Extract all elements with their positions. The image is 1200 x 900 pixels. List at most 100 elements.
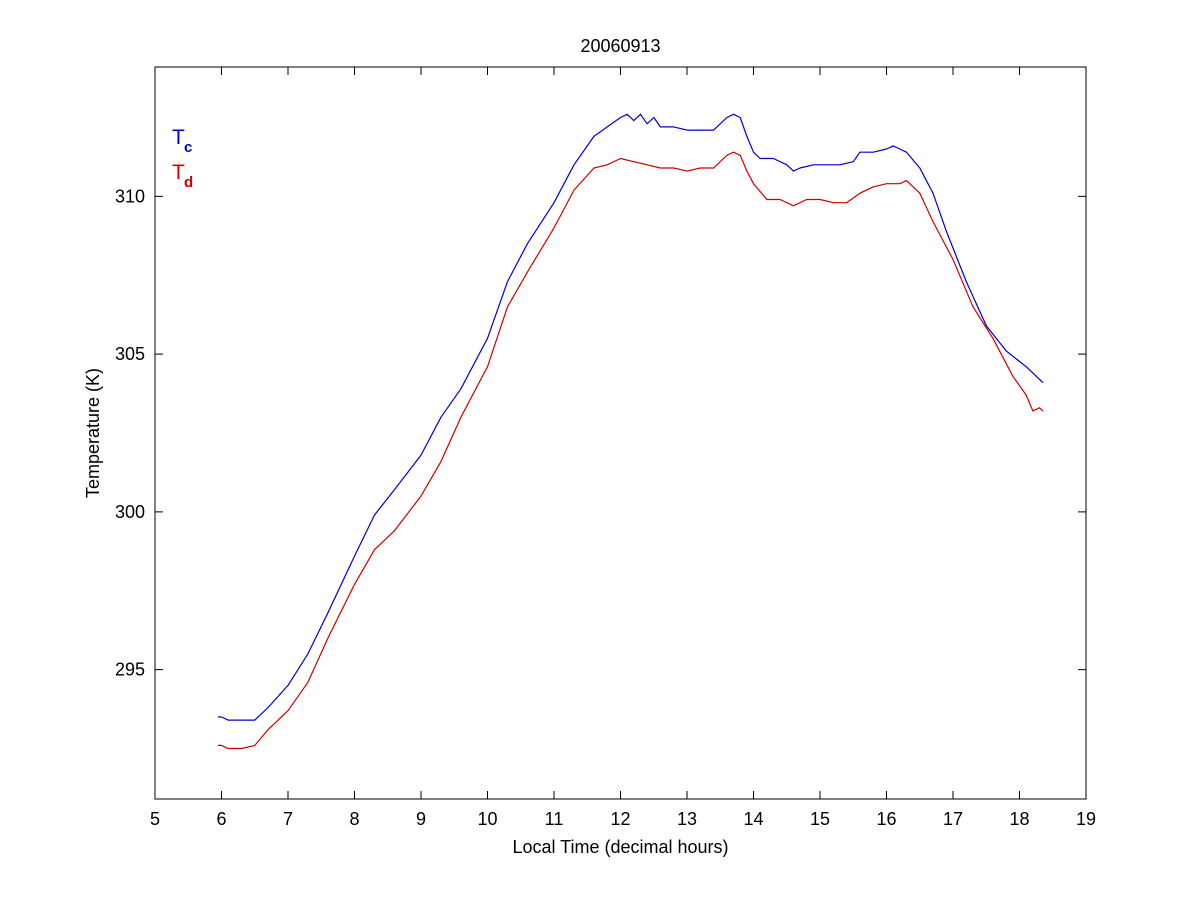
legend-label-td-main: T	[172, 161, 185, 184]
data-point-td	[779, 199, 781, 200]
data-point-td	[952, 259, 954, 260]
x-tick-label: 11	[545, 809, 564, 829]
y-tick-label: 295	[115, 660, 145, 680]
data-point-tc	[919, 167, 921, 169]
data-point-tc	[646, 123, 648, 125]
legend-label-tc-main: T	[172, 126, 185, 149]
data-point-tc	[633, 120, 635, 122]
data-point-td	[872, 186, 874, 188]
data-point-td	[553, 227, 555, 229]
data-point-tc	[713, 129, 715, 131]
data-point-td	[766, 199, 768, 200]
data-point-tc	[640, 113, 641, 115]
data-point-tc	[507, 281, 508, 283]
data-point-td	[374, 549, 375, 551]
data-point-tc	[659, 126, 661, 128]
data-point-tc	[1025, 366, 1027, 368]
data-point-tc	[354, 555, 355, 557]
data-point-tc	[217, 716, 219, 718]
data-point-tc	[606, 126, 608, 128]
data-point-tc	[932, 192, 934, 194]
data-point-td	[992, 337, 994, 339]
data-point-tc	[593, 135, 595, 137]
data-point-tc	[892, 145, 894, 147]
legend-entry-td: T d	[172, 161, 193, 191]
data-point-tc	[287, 684, 289, 686]
series-td	[217, 151, 1044, 750]
x-axis-label: Local Time (decimal hours)	[512, 837, 728, 857]
data-point-tc	[267, 707, 269, 708]
x-tick-label: 17	[943, 809, 963, 829]
legend-label-tc-sub: c	[184, 139, 192, 156]
series-tc	[217, 113, 1044, 721]
data-point-td	[217, 744, 219, 746]
data-point-td	[753, 183, 754, 185]
x-tick-label: 13	[677, 809, 697, 829]
data-point-td	[659, 167, 661, 169]
data-point-tc	[673, 126, 675, 128]
data-point-tc	[240, 719, 242, 721]
series-lines	[217, 113, 1044, 750]
data-point-tc	[773, 158, 774, 159]
data-point-tc	[626, 113, 628, 115]
data-point-td	[460, 416, 462, 418]
data-point-tc	[965, 281, 967, 283]
data-point-td	[726, 154, 728, 156]
data-point-tc	[826, 164, 828, 166]
data-point-tc	[792, 170, 794, 172]
data-point-tc	[440, 416, 442, 418]
data-point-td	[806, 199, 808, 200]
data-point-td	[307, 681, 309, 683]
x-tick-label: 19	[1076, 809, 1096, 829]
data-point-td	[792, 205, 794, 207]
data-point-td	[440, 460, 442, 462]
data-point-td	[221, 744, 222, 746]
x-tick-label: 9	[416, 809, 426, 829]
data-point-tc	[653, 117, 655, 118]
data-point-td	[906, 180, 907, 182]
data-point-tc	[812, 164, 814, 166]
plot-area	[155, 67, 1086, 799]
data-point-td	[254, 744, 256, 746]
data-point-tc	[799, 167, 801, 169]
data-point-tc	[420, 454, 422, 456]
data-point-td	[287, 710, 289, 712]
y-axis-label: Temperature (K)	[83, 368, 103, 498]
data-point-td	[1042, 410, 1044, 412]
data-point-tc	[753, 151, 754, 153]
data-point-td	[526, 271, 528, 273]
data-point-tc	[906, 151, 907, 153]
data-point-tc	[759, 158, 761, 159]
data-point-tc	[899, 148, 901, 150]
data-point-tc	[699, 129, 701, 131]
data-point-tc	[945, 230, 947, 232]
x-tick-label: 5	[150, 809, 160, 829]
data-point-td	[846, 202, 848, 204]
data-point-tc	[1005, 350, 1007, 352]
data-point-tc	[739, 117, 741, 118]
x-tick-label: 14	[743, 809, 763, 829]
data-point-tc	[221, 716, 222, 718]
data-point-tc	[872, 151, 874, 153]
x-tick-label: 16	[876, 809, 896, 829]
data-point-td	[686, 170, 688, 172]
data-point-td	[699, 167, 701, 169]
data-point-td	[354, 583, 355, 585]
data-point-td	[899, 183, 901, 185]
data-point-tc	[985, 325, 987, 327]
data-point-td	[606, 164, 608, 166]
data-point-td	[972, 306, 974, 308]
data-point-td	[932, 221, 934, 223]
data-point-td	[886, 183, 887, 185]
legend-entry-tc: T c	[172, 126, 192, 156]
data-point-td	[1039, 407, 1040, 409]
data-point-tc	[859, 151, 861, 153]
plot-background	[155, 67, 1086, 799]
x-tick-label: 10	[477, 809, 497, 829]
data-point-td	[240, 748, 242, 749]
data-point-tc	[553, 202, 555, 204]
data-point-td	[593, 167, 595, 169]
legend: T c T d	[172, 126, 193, 191]
data-point-td	[327, 637, 329, 639]
